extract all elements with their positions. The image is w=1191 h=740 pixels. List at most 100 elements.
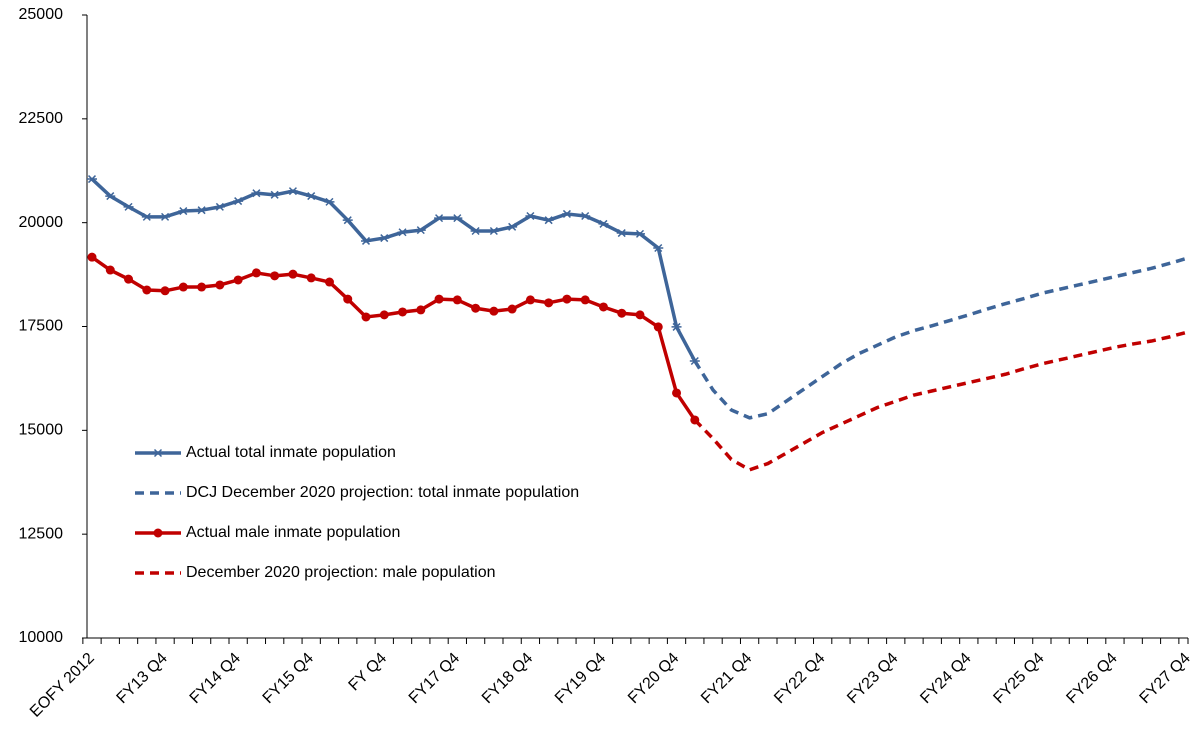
point: [452, 214, 463, 223]
point: [489, 306, 499, 316]
point: [178, 282, 188, 292]
x-tick-label: FY25 Q4: [990, 650, 1047, 707]
series-line: [90, 255, 697, 421]
y-tick-label: 25000: [19, 6, 64, 23]
y-tick-label: 20000: [19, 214, 64, 231]
point: [87, 252, 97, 262]
point: [580, 295, 590, 305]
point: [306, 192, 317, 201]
point: [470, 226, 481, 236]
point: [434, 214, 445, 223]
series-line: [90, 177, 697, 362]
point: [379, 310, 389, 320]
legend-label: DCJ December 2020 projection: total inma…: [186, 484, 579, 501]
point: [397, 228, 408, 237]
legend-label: Actual male inmate population: [186, 524, 400, 541]
point: [598, 302, 608, 312]
x-tick-label: FY19 Q4: [552, 650, 609, 707]
x-tick-label: EOFY 2012: [27, 650, 98, 721]
point: [287, 187, 298, 196]
point: [87, 175, 97, 184]
legend: Actual total inmate population DCJ Decemb…: [135, 444, 579, 581]
point: [488, 226, 499, 236]
point: [653, 322, 663, 332]
x-tick-label: FY15 Q4: [260, 650, 317, 707]
x-tick-label: FY21 Q4: [698, 650, 755, 707]
point: [197, 282, 207, 292]
series-line: [693, 256, 1189, 420]
point: [561, 209, 572, 218]
x-tick-label: FY17 Q4: [406, 650, 463, 707]
x-tick-label: FY Q4: [346, 650, 391, 695]
point: [269, 190, 280, 199]
point: [233, 275, 243, 285]
y-tick-label: 12500: [19, 525, 64, 542]
point: [215, 280, 225, 290]
point: [251, 268, 261, 278]
point: [507, 222, 518, 231]
point: [123, 202, 134, 211]
x-tick-label: FY13 Q4: [114, 650, 171, 707]
x-tick-label: FY23 Q4: [844, 650, 901, 707]
legend-label: Actual total inmate population: [186, 444, 396, 461]
point: [434, 294, 444, 304]
point: [324, 277, 334, 287]
point: [635, 310, 645, 320]
point: [452, 295, 462, 305]
point: [525, 295, 535, 305]
x-tick-label: FY20 Q4: [625, 650, 682, 707]
point: [342, 216, 353, 225]
point: [124, 274, 134, 284]
y-tick-label: 17500: [19, 318, 64, 335]
x-tick-label: FY27 Q4: [1137, 650, 1191, 707]
point: [379, 234, 390, 243]
point: [306, 273, 316, 283]
point: [178, 207, 189, 216]
point: [105, 265, 115, 275]
point: [598, 219, 609, 228]
point: [580, 211, 591, 221]
point: [251, 189, 262, 198]
point: [196, 206, 207, 215]
x-tick-label: FY14 Q4: [187, 650, 244, 707]
x-tick-label: FY24 Q4: [917, 650, 974, 707]
point: [617, 308, 627, 318]
point: [471, 303, 481, 313]
point: [324, 197, 335, 206]
point: [672, 388, 682, 398]
point: [544, 298, 554, 308]
x-tick-label: FY26 Q4: [1063, 650, 1120, 707]
y-tick-label: 15000: [19, 422, 64, 439]
point: [616, 229, 627, 238]
series-line: [693, 330, 1189, 472]
point: [525, 211, 536, 221]
point: [507, 304, 517, 314]
point: [398, 307, 408, 317]
point: [288, 269, 298, 279]
y-tick-label: 10000: [19, 629, 64, 646]
point: [415, 226, 426, 235]
point: [233, 197, 244, 206]
legend-label: December 2020 projection: male populatio…: [186, 564, 496, 581]
point: [361, 312, 371, 322]
point: [562, 294, 572, 304]
legend-marker: [153, 448, 163, 458]
x-tick-label: FY22 Q4: [771, 650, 828, 707]
point: [142, 285, 152, 295]
point: [635, 229, 645, 238]
point: [105, 192, 116, 201]
legend-marker: [153, 528, 163, 538]
point: [343, 294, 353, 304]
x-tick-label: FY18 Q4: [479, 650, 536, 707]
point: [361, 236, 371, 245]
point: [416, 305, 426, 315]
point: [214, 202, 225, 211]
point: [653, 243, 664, 253]
point: [160, 286, 170, 296]
point: [270, 271, 280, 281]
point: [141, 212, 152, 221]
y-tick-label: 22500: [19, 110, 64, 127]
point: [160, 212, 171, 221]
point: [671, 322, 682, 331]
